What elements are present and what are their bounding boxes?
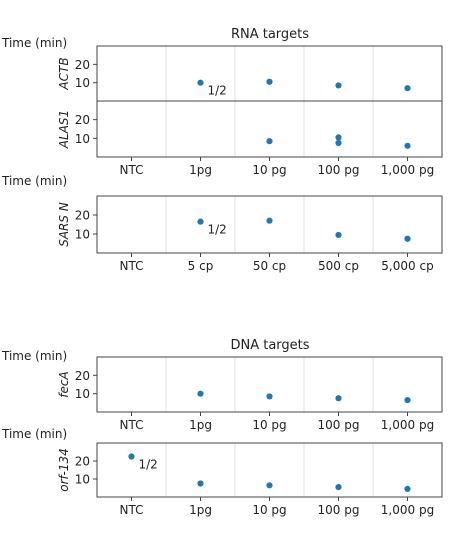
point-annotation: 1/2: [208, 223, 227, 237]
data-point: [128, 453, 135, 460]
y-tick-label: 20: [75, 209, 90, 223]
y-tick-label: 20: [75, 455, 90, 469]
rna-title: RNA targets: [231, 27, 309, 42]
y-tick-label: 20: [75, 58, 90, 72]
x-tick-label: 1,000 pg: [381, 503, 434, 517]
x-tick-label: 1pg: [189, 503, 212, 517]
x-tick-label: 100 pg: [318, 503, 360, 517]
x-tick-label: 50 cp: [253, 259, 286, 273]
panel-alas1: 10 20 ALAS1 NTC 1pg 10 pg 100 pg 1,000 pg: [57, 100, 443, 177]
panel-sars-n: 10 20 SARS N Time (min) NTC 5 cp 50 cp 500 cp 5,…: [1, 174, 443, 273]
time-unit-label: Time (min): [1, 174, 67, 188]
y-tick-label: 20: [75, 113, 90, 127]
data-point: [197, 480, 204, 487]
y-axis-label: orf-134: [57, 448, 71, 492]
x-tick-label: 10 pg: [252, 418, 286, 432]
x-tick-label: 1,000 pg: [381, 418, 434, 432]
data-point: [404, 142, 411, 149]
data-point: [335, 231, 342, 239]
x-tick-label: 1pg: [189, 418, 212, 432]
x-tick-label: 5,000 cp: [381, 259, 433, 273]
plot-frame: [96, 356, 443, 413]
x-tick-label: 5 cp: [188, 259, 214, 273]
dna-section: DNA targets 10 20 fecA Time (min) NTC 1pg 10 p…: [1, 338, 443, 517]
point-annotation: 1/2: [208, 84, 227, 98]
data-point: [197, 218, 204, 225]
plot-frame: [96, 45, 443, 102]
data-point: [266, 217, 273, 224]
time-unit-label: Time (min): [1, 36, 67, 50]
data-point: [335, 82, 342, 89]
y-axis-label: SARS N: [57, 202, 71, 247]
point-annotation: 1/2: [139, 458, 158, 472]
y-tick-label: 20: [75, 369, 90, 383]
x-tick-label: 500 cp: [318, 259, 359, 273]
data-point: [266, 482, 273, 489]
panel-actb: 10 20 ACTB Time (min) 1/2: [1, 36, 443, 102]
y-axis-label: fecA: [57, 371, 71, 397]
x-tick-label: NTC: [120, 259, 144, 273]
data-point: [335, 484, 342, 491]
y-tick-label: 10: [75, 132, 90, 146]
x-tick-label: NTC: [120, 503, 144, 517]
plot-frame: [96, 100, 443, 158]
data-point: [335, 134, 342, 141]
y-axis-label: ACTB: [57, 57, 71, 90]
x-tick-label: 1,000 pg: [381, 163, 434, 177]
y-axis-label: ALAS1: [57, 110, 71, 149]
y-tick-label: 10: [75, 228, 90, 242]
data-point: [404, 85, 411, 92]
x-tick-label: 1pg: [189, 163, 212, 177]
data-point: [335, 395, 342, 402]
x-tick-label: 100 pg: [318, 418, 360, 432]
time-unit-label: Time (min): [1, 427, 67, 441]
x-tick-label: 10 pg: [252, 503, 286, 517]
x-tick-label: NTC: [120, 418, 144, 432]
panel-orf-134: 10 20 orf-134 Time (min) NTC 1pg 10 pg 100 pg 1,…: [1, 427, 443, 517]
data-point: [404, 235, 411, 242]
data-point: [266, 78, 273, 85]
y-tick-label: 10: [75, 473, 90, 487]
x-tick-label: 10 pg: [252, 163, 286, 177]
data-point: [197, 390, 204, 397]
x-tick-label: NTC: [120, 163, 144, 177]
time-unit-label: Time (min): [1, 349, 67, 363]
y-tick-label: 10: [75, 76, 90, 90]
data-point: [404, 485, 411, 492]
data-point: [335, 139, 342, 147]
plot-frame: [96, 195, 443, 254]
data-point: [266, 138, 273, 145]
dna-title: DNA targets: [230, 338, 309, 353]
data-point: [404, 396, 411, 404]
panel-feca: 10 20 fecA Time (min) NTC 1pg 10 pg 100 pg 1,000…: [1, 349, 443, 432]
x-tick-label: 100 pg: [318, 163, 360, 177]
y-tick-label: 10: [75, 387, 90, 401]
rna-section: RNA targets 10 20 ACTB Time (min) 1/2 10 20 AL…: [1, 27, 443, 273]
data-point: [197, 79, 204, 86]
data-point: [266, 393, 273, 400]
